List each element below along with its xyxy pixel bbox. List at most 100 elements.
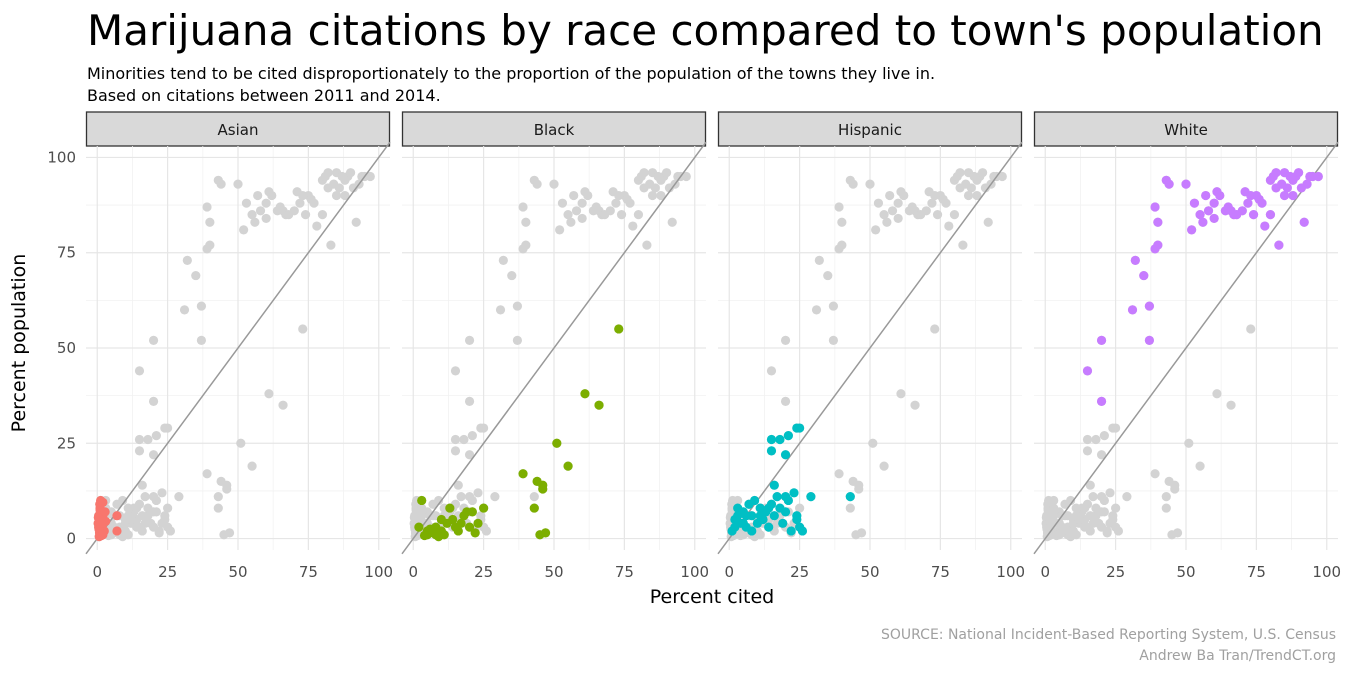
background-point (155, 526, 164, 535)
x-tick-label: 25 (474, 563, 493, 581)
background-point (451, 366, 460, 375)
data-point-hispanic (846, 492, 855, 501)
background-point (149, 507, 158, 516)
background-point (1097, 492, 1106, 501)
x-tick-label: 50 (1176, 563, 1195, 581)
background-point (250, 218, 259, 227)
background-point (1122, 492, 1131, 501)
facet-panels: 0 25 50 75 100 Asian 0 25 50 75 100 Black 0 25 50 75 100… (47, 112, 1341, 581)
data-point-black (614, 324, 623, 333)
data-point-black (538, 484, 547, 493)
background-point (496, 305, 505, 314)
data-point-hispanic (742, 511, 751, 520)
data-point-black (580, 389, 589, 398)
background-point (606, 206, 615, 215)
background-point (1111, 423, 1120, 432)
data-point-hispanic (764, 503, 773, 512)
facet-panel-black: Black0 25 50 75 100 (402, 112, 709, 581)
data-point-hispanic (781, 507, 790, 516)
background-point (662, 168, 671, 177)
data-point-white (1266, 210, 1275, 219)
background-point (1114, 526, 1123, 535)
data-point-white (1190, 199, 1199, 208)
x-tick-label: 25 (790, 563, 809, 581)
background-point (572, 206, 581, 215)
background-point (583, 191, 592, 200)
data-point-white (1210, 199, 1219, 208)
background-point (756, 530, 765, 539)
background-point (346, 168, 355, 177)
background-point (1063, 526, 1072, 535)
background-point (642, 240, 651, 249)
background-point (499, 256, 508, 265)
chart-subtitle-line-1: Minorities tend to be cited disproportio… (87, 64, 935, 83)
data-point-black (552, 439, 561, 448)
background-point (152, 431, 161, 440)
data-point-black (473, 519, 482, 528)
background-point (854, 484, 863, 493)
data-point-hispanic (750, 496, 759, 505)
background-point (933, 210, 942, 219)
background-point (837, 218, 846, 227)
background-point (217, 180, 226, 189)
background-point (922, 206, 931, 215)
background-point (849, 180, 858, 189)
background-point (617, 210, 626, 219)
background-point (183, 256, 192, 265)
background-point (871, 225, 880, 234)
background-point (174, 492, 183, 501)
background-point (262, 214, 271, 223)
background-point (1108, 511, 1117, 520)
background-point (1103, 526, 1112, 535)
background-point (648, 191, 657, 200)
x-tick-label: 50 (228, 563, 247, 581)
x-tick-label: 0 (92, 563, 102, 581)
data-point-hispanic (798, 526, 807, 535)
facet-strip-label: Asian (218, 121, 259, 139)
background-point (149, 336, 158, 345)
background-point (157, 488, 166, 497)
background-point (879, 462, 888, 471)
background-point (885, 191, 894, 200)
facet-strip-label: White (1164, 121, 1208, 139)
data-point-black (518, 469, 527, 478)
background-point (507, 271, 516, 280)
x-tick-label: 25 (158, 563, 177, 581)
background-point (1080, 523, 1089, 532)
background-point (141, 492, 150, 501)
background-point (312, 221, 321, 230)
background-point (352, 218, 361, 227)
background-point (1162, 492, 1171, 501)
data-point-asian (101, 507, 110, 516)
data-point-black (563, 462, 572, 471)
x-tick-label: 50 (544, 563, 563, 581)
y-tick-label: 25 (57, 434, 76, 452)
data-point-hispanic (767, 435, 776, 444)
y-tick-label: 0 (66, 530, 76, 548)
background-point (927, 199, 936, 208)
background-point (930, 324, 939, 333)
background-point (834, 244, 843, 253)
background-point (124, 511, 133, 520)
background-point (964, 191, 973, 200)
background-point (1212, 389, 1221, 398)
data-point-white (1204, 206, 1213, 215)
background-point (874, 199, 883, 208)
background-point (1195, 462, 1204, 471)
background-point (668, 218, 677, 227)
background-point (910, 401, 919, 410)
background-point (530, 492, 539, 501)
background-point (558, 199, 567, 208)
x-tick-label: 50 (860, 563, 879, 581)
data-point-hispanic (773, 492, 782, 501)
x-tick-label: 0 (1040, 563, 1050, 581)
data-point-hispanic (792, 511, 801, 520)
background-point (222, 484, 231, 493)
data-point-white (1314, 172, 1323, 181)
background-point (239, 225, 248, 234)
data-point-white (1215, 191, 1224, 200)
data-point-hispanic (787, 526, 796, 535)
data-point-black (594, 401, 603, 410)
background-point (465, 336, 474, 345)
background-point (1097, 507, 1106, 516)
